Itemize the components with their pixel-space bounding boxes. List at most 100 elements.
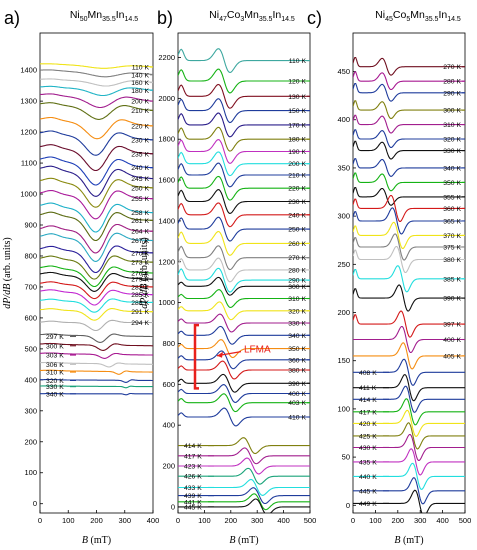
series-label: 270 K [443,64,461,71]
x-axis-label: B (mT) [394,535,423,546]
series-line-303-K [40,352,153,359]
series-line-375-K [353,233,465,261]
y-tick-label: 200 [24,437,37,446]
y-tick-label: 2200 [158,53,175,62]
series-line-310-K [178,289,310,308]
y-axis-label: dP/dB (arb. units) [139,237,150,308]
series-line-290-K [178,267,310,293]
series-label: 340 K [46,391,64,398]
series-line-370-K [353,221,465,249]
series-line-180-K [40,85,153,97]
series-label: 320 K [288,308,306,315]
series-label: 279 K [131,277,149,284]
series-label: 294 K [131,320,149,327]
series-line-330-K [178,313,310,333]
series-line-340-K [40,392,153,396]
series-line-417-K [353,398,465,426]
series-line-403-K [178,393,310,413]
series-line-350-K [353,172,465,192]
series-label: 320 K [46,378,64,385]
x-tick-label: 400 [277,516,290,525]
series-label: 435 K [359,459,377,466]
series-label: 210 K [288,172,306,179]
series-label: 282 K [131,284,149,291]
series-label: 430 K [359,445,377,452]
x-tick-label: 300 [118,516,131,525]
series-label: 405 K [443,353,461,360]
y-tick-label: 1400 [158,216,175,225]
series-label: 210 K [131,108,149,115]
x-tick-label: 200 [392,516,405,525]
x-tick-label: 400 [147,516,160,525]
series-label: 370 K [443,233,461,240]
series-line-390-K [353,284,465,312]
series-line-110-K [178,48,310,73]
series-line-320-K [353,129,465,148]
series-line-240-K [178,202,310,228]
series-line-230-K [178,189,310,214]
panel-letter: b) [157,8,173,28]
series-label: 300 K [46,343,64,350]
series-line-245-K [40,165,153,197]
series-line-294-K [40,319,153,332]
series-line-423-K [178,457,310,475]
y-tick-label: 1000 [20,190,37,199]
series-line-150-K [178,98,310,124]
series-line-417-K [178,447,310,465]
series-label: 110 K [289,58,307,65]
series-line-240-K [40,156,153,186]
series-line-291-K [40,308,153,321]
y-tick-label: 0 [33,499,37,508]
y-tick-label: 400 [162,421,175,430]
series-label: 291 K [131,309,149,316]
series-label: 445 K [359,488,377,495]
series-label: 290 K [443,90,461,97]
series-label: 414 K [184,443,202,450]
series-line-410-K [178,407,310,427]
series-label: 360 K [288,357,306,364]
series-line-425-K [353,422,465,450]
series-label: 440 K [359,474,377,481]
series-label: 200 K [131,99,149,106]
series-line-130-K [178,83,310,109]
y-tick-label: 700 [24,282,37,291]
x-tick-label: 100 [369,516,382,525]
series-line-180-K [178,126,310,152]
series-label: 250 K [288,227,306,234]
series-label: 420 K [359,421,377,428]
series-line-355-K [353,187,465,206]
x-axis-label: B (mT) [82,535,111,546]
series-label: 310 K [443,122,461,129]
series-label: 433 K [184,485,202,492]
series-label: 410 K [288,415,306,422]
series-line-340-K [353,158,465,177]
series-line-261-K [40,211,153,242]
series-label: 180 K [131,88,149,95]
x-tick-label: 0 [38,516,42,525]
y-tick-label: 1300 [20,97,37,106]
series-label: 390 K [288,381,306,388]
series-line-397-K [353,310,465,338]
x-tick-label: 0 [176,516,180,525]
series-line-280-K [353,71,465,91]
series-line-270-K [353,56,465,76]
panel-letter: a) [4,8,20,28]
series-line-280-K [178,257,310,283]
series-line-260-K [178,230,310,256]
series-label: 411 K [359,385,377,392]
y-tick-label: 2000 [158,94,175,103]
series-line-300-K [40,342,153,351]
y-tick-label: 300 [24,406,37,415]
lfma-arrowhead [217,351,223,358]
series-line-433-K [178,478,310,496]
series-line-440-K [353,462,465,490]
series-label: 417 K [184,453,202,460]
series-line-414-K [353,385,465,413]
series-line-210-K [178,162,310,188]
series-label: 310 K [46,370,64,377]
series-group [40,63,153,396]
series-line-220-K [178,175,310,201]
series-label: 130 K [288,94,306,101]
series-group [178,48,310,513]
series-label: 310 K [288,296,306,303]
